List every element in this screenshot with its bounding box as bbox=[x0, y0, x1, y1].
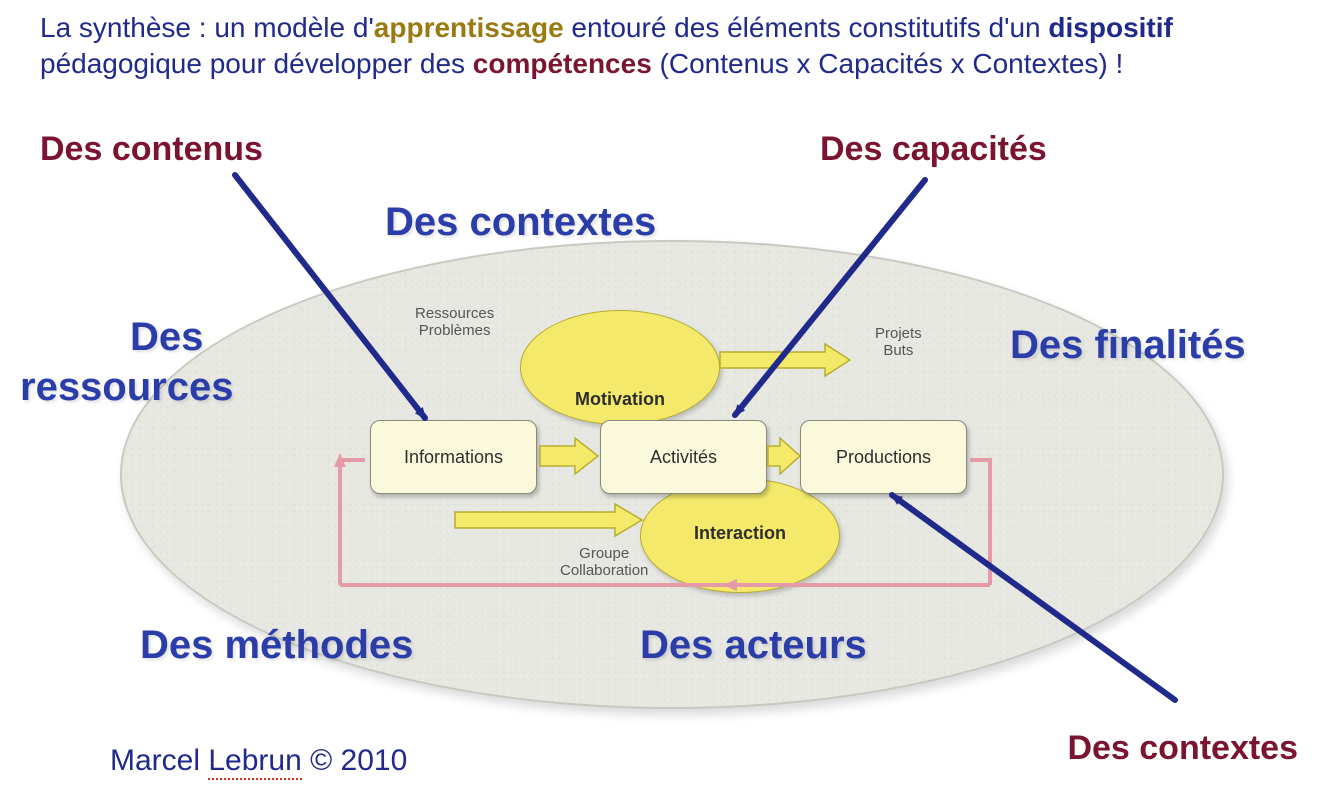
header-word-competences: compétences bbox=[473, 48, 652, 79]
blob-interaction: Interaction bbox=[640, 478, 840, 593]
credit-line: Marcel Lebrun © 2010 bbox=[110, 744, 407, 778]
label-des-contenus: Des contenus bbox=[40, 130, 263, 169]
blob-motivation-label: Motivation bbox=[575, 389, 665, 410]
label-des-contextes-bottom: Des contextes bbox=[1067, 729, 1298, 768]
label-ressources-line1: Des bbox=[130, 315, 203, 360]
label-contextes-top: Des contextes bbox=[385, 200, 656, 245]
box-activites-label: Activités bbox=[650, 447, 717, 468]
small-projets-buts: Projets Buts bbox=[875, 325, 922, 360]
box-activites: Activités bbox=[600, 420, 767, 494]
label-finalites: Des finalités bbox=[1010, 323, 1246, 368]
label-des-capacites: Des capacités bbox=[820, 130, 1047, 169]
box-productions: Productions bbox=[800, 420, 967, 494]
credit-surname: Lebrun bbox=[208, 744, 301, 780]
label-methodes: Des méthodes bbox=[140, 623, 413, 668]
header-word-dispositif: dispositif bbox=[1048, 12, 1172, 43]
label-acteurs: Des acteurs bbox=[640, 623, 867, 668]
diagram-stage: La synthèse : un modèle d'apprentissage … bbox=[0, 0, 1338, 798]
header-line2a: pédagogique pour développer des bbox=[40, 48, 473, 79]
header-mid1: entouré des éléments constitutifs d'un bbox=[564, 12, 1049, 43]
blob-motivation: Motivation bbox=[520, 310, 720, 425]
label-ressources-line2: ressources bbox=[20, 365, 233, 410]
header-prefix: La synthèse : un modèle d' bbox=[40, 12, 374, 43]
box-informations: Informations bbox=[370, 420, 537, 494]
header-word-apprentissage: apprentissage bbox=[374, 12, 564, 43]
box-informations-label: Informations bbox=[404, 447, 503, 468]
blob-interaction-label: Interaction bbox=[694, 523, 786, 544]
small-ressources-problemes: Ressources Problèmes bbox=[415, 305, 494, 340]
box-productions-label: Productions bbox=[836, 447, 931, 468]
header-text: La synthèse : un modèle d'apprentissage … bbox=[40, 10, 1290, 83]
small-groupe-collab: Groupe Collaboration bbox=[560, 545, 648, 580]
credit-name: Marcel bbox=[110, 744, 208, 777]
credit-rest: © 2010 bbox=[302, 744, 408, 777]
header-suffix: (Contenus x Capacités x Contextes) ! bbox=[652, 48, 1124, 79]
